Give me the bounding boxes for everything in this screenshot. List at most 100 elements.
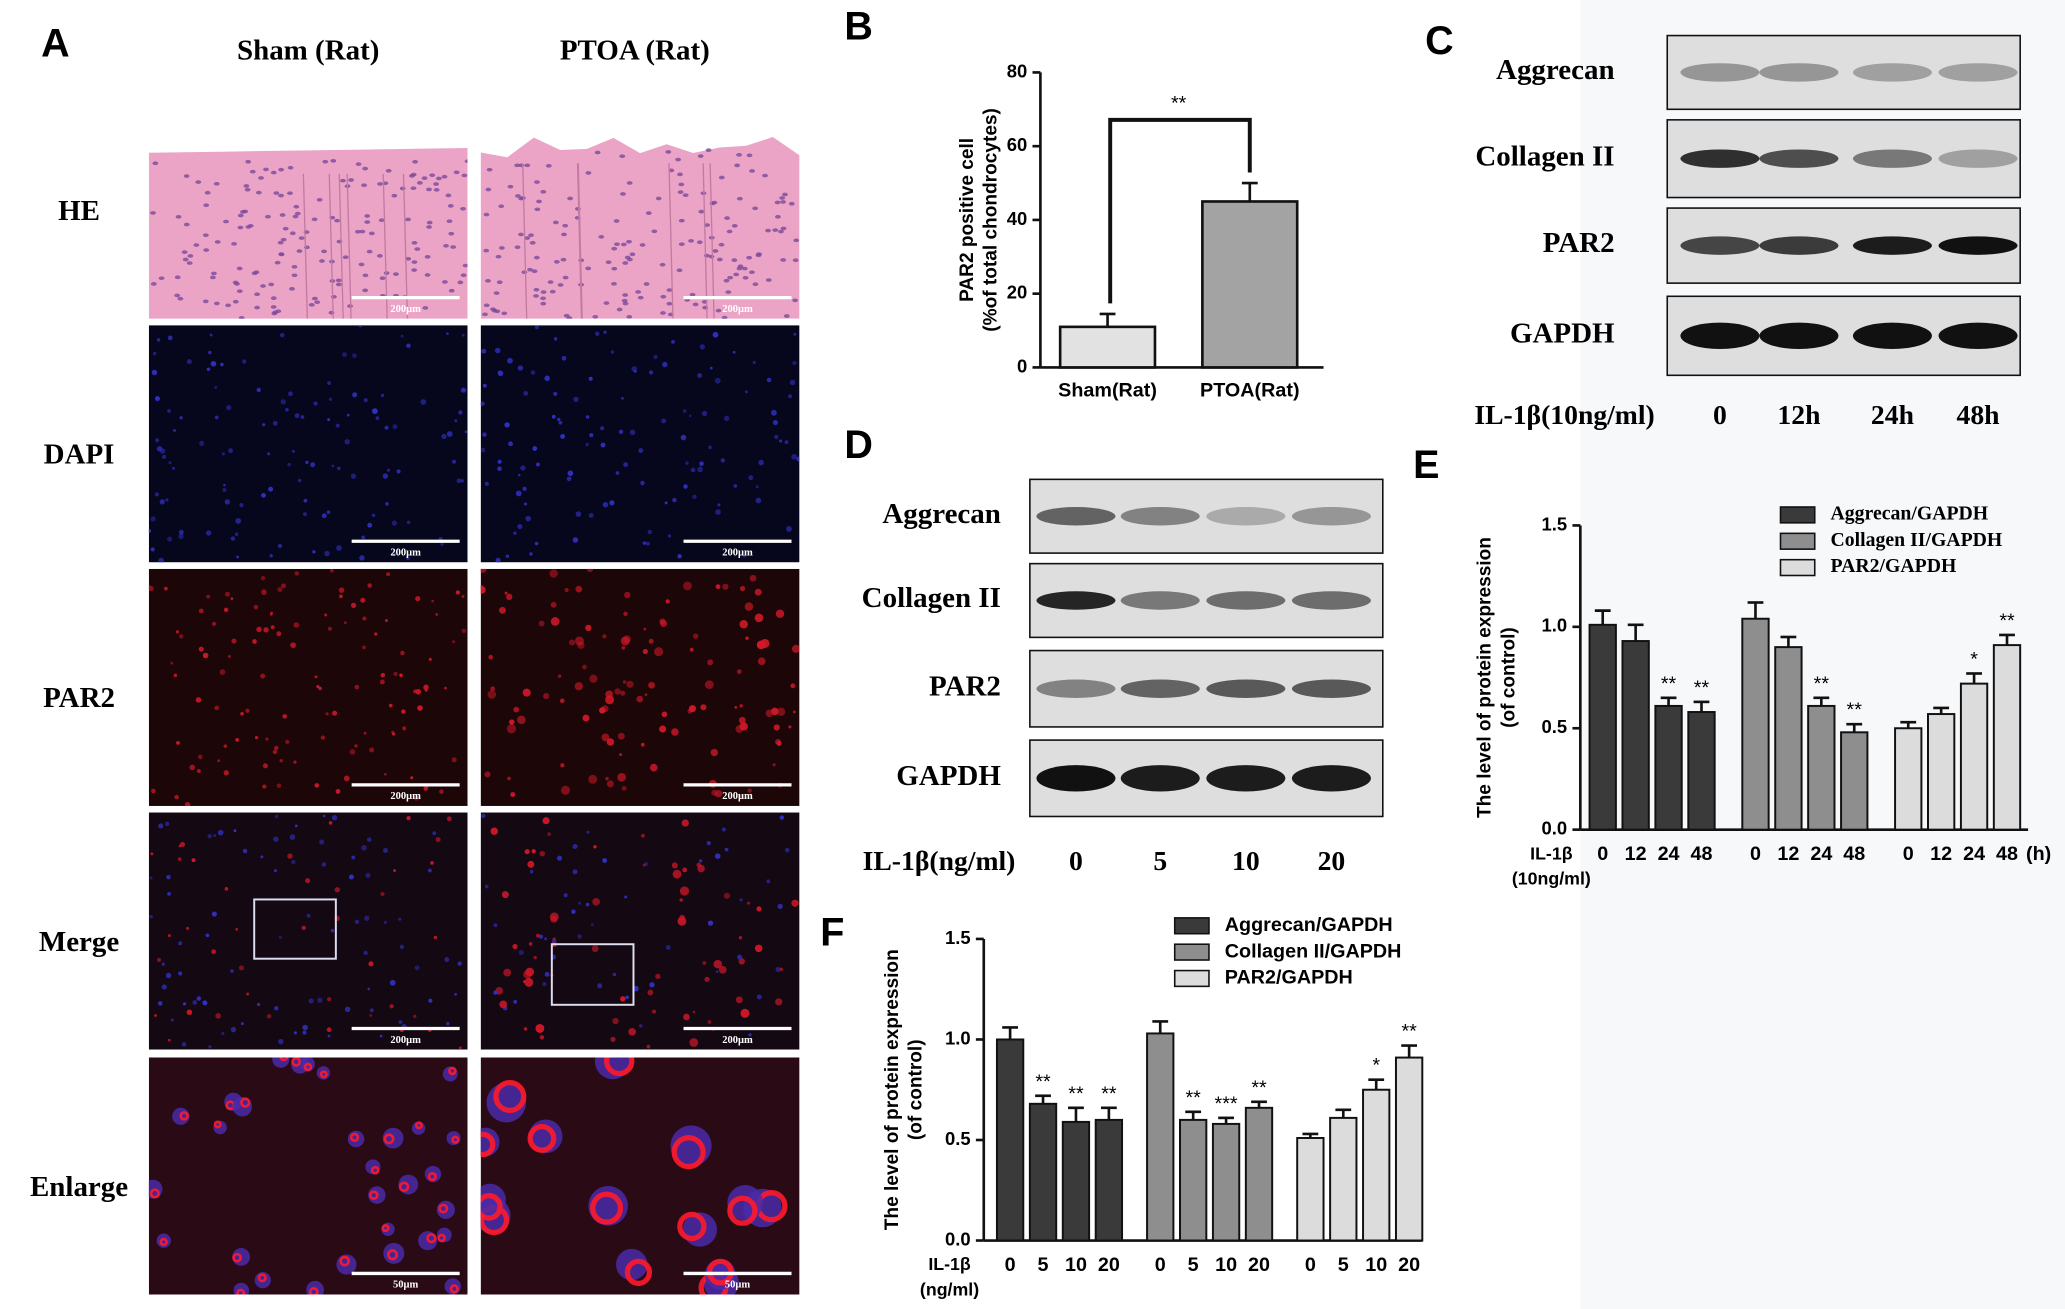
- nucleus: [678, 182, 685, 187]
- cell-signal: [177, 857, 182, 862]
- par2-signal: [291, 1057, 302, 1067]
- cell-signal: [776, 707, 786, 717]
- par2-signal: [438, 1203, 449, 1214]
- x-axis-label: IL-1β: [928, 1254, 971, 1274]
- lane-label: 12h: [1777, 399, 1820, 430]
- y-axis-label: The level of protein expression: [882, 949, 903, 1230]
- nucleus: [442, 280, 448, 284]
- blot-band: [1938, 63, 2018, 82]
- cell-signal: [493, 923, 498, 928]
- nucleus: [626, 315, 633, 319]
- cell-signal: [586, 568, 594, 573]
- cell-signal: [358, 325, 363, 328]
- cell-signal: [568, 639, 576, 646]
- par2-signal: [257, 1273, 267, 1283]
- cell-signal: [224, 499, 231, 505]
- cell-signal: [772, 419, 779, 426]
- cell-signal: [349, 748, 356, 755]
- nucleus: [792, 298, 799, 303]
- image-content: [148, 81, 468, 319]
- cell-signal: [354, 919, 360, 924]
- y-axis-label: (%of total chondrocytes): [981, 108, 1002, 332]
- nucleus: [518, 232, 524, 237]
- cell-signal: [551, 414, 556, 419]
- cell-signal: [757, 657, 766, 666]
- cell-signal: [396, 469, 401, 474]
- cell-signal: [766, 879, 771, 884]
- cell-signal: [272, 749, 278, 755]
- y-tick-label: 0.0: [945, 1228, 971, 1249]
- x-tick-label: 20: [1098, 1254, 1120, 1276]
- cell-signal: [415, 688, 422, 695]
- nucleus: [718, 175, 725, 180]
- panel-letter: D: [844, 423, 873, 467]
- cell-signal: [704, 680, 714, 690]
- cell-signal: [544, 971, 550, 977]
- par2-signal: [308, 1287, 319, 1295]
- cell-signal: [293, 622, 300, 628]
- nucleus: [383, 271, 390, 275]
- cell-signal: [336, 545, 342, 551]
- cell-signal: [732, 350, 736, 354]
- cell-signal: [327, 418, 331, 422]
- nucleus: [629, 252, 636, 257]
- cell-signal: [185, 926, 190, 931]
- cell-signal: [339, 594, 343, 599]
- blot-band: [1759, 322, 1839, 349]
- cell-signal: [199, 440, 205, 447]
- cell-signal: [738, 716, 746, 724]
- cell-signal: [578, 901, 582, 905]
- nucleus: [362, 166, 369, 171]
- legend-swatch: [1173, 969, 1210, 988]
- nucleus: [697, 154, 704, 158]
- cell-signal: [406, 556, 410, 561]
- blot-band: [1938, 149, 2018, 168]
- cell-signal: [350, 473, 357, 479]
- cell-signal: [277, 543, 283, 549]
- cell-signal: [582, 664, 587, 670]
- cell-signal: [655, 973, 661, 979]
- nucleus: [177, 296, 184, 301]
- nucleus: [245, 159, 252, 164]
- cell-signal: [327, 1034, 331, 1038]
- protein-label: PAR2: [1543, 227, 1615, 259]
- cell-signal: [460, 387, 467, 393]
- cell-signal: [507, 357, 513, 364]
- cell-signal: [417, 705, 423, 711]
- bar: [1394, 1056, 1424, 1242]
- nucleus: [311, 217, 318, 222]
- nucleus: [368, 231, 375, 236]
- cell-signal: [235, 738, 239, 742]
- cell-signal: [505, 554, 510, 559]
- cell-signal: [566, 476, 572, 482]
- cell-signal: [314, 783, 320, 788]
- nucleus: [319, 259, 325, 263]
- cell-signal: [261, 589, 267, 596]
- par2-signal: [232, 1252, 242, 1263]
- nucleus: [364, 220, 371, 224]
- cell-signal: [550, 915, 558, 923]
- micrograph: 200μm: [480, 568, 800, 806]
- nucleus: [322, 159, 329, 164]
- row-label: DAPI: [44, 439, 115, 471]
- nucleus: [514, 163, 521, 168]
- cell-signal: [181, 1042, 187, 1047]
- row-label: Merge: [39, 926, 120, 958]
- cell-signal: [742, 554, 747, 558]
- cell-signal: [535, 933, 540, 938]
- tissue-crack: [577, 163, 583, 319]
- tissue-crack: [382, 173, 388, 319]
- x-axis-label: (10ng/ml): [1512, 868, 1591, 888]
- cell-signal: [662, 361, 668, 368]
- blot-band: [1036, 507, 1116, 526]
- par2-signal: [381, 1224, 390, 1233]
- cell-signal: [223, 770, 229, 776]
- cell-signal: [352, 353, 357, 358]
- nucleus: [721, 315, 728, 319]
- cell-signal: [665, 599, 670, 604]
- par2-signal: [480, 1131, 496, 1158]
- nucleus: [287, 165, 294, 170]
- cell-signal: [198, 646, 204, 652]
- x-tick-label: 24: [1658, 843, 1680, 865]
- cell-signal: [747, 788, 752, 793]
